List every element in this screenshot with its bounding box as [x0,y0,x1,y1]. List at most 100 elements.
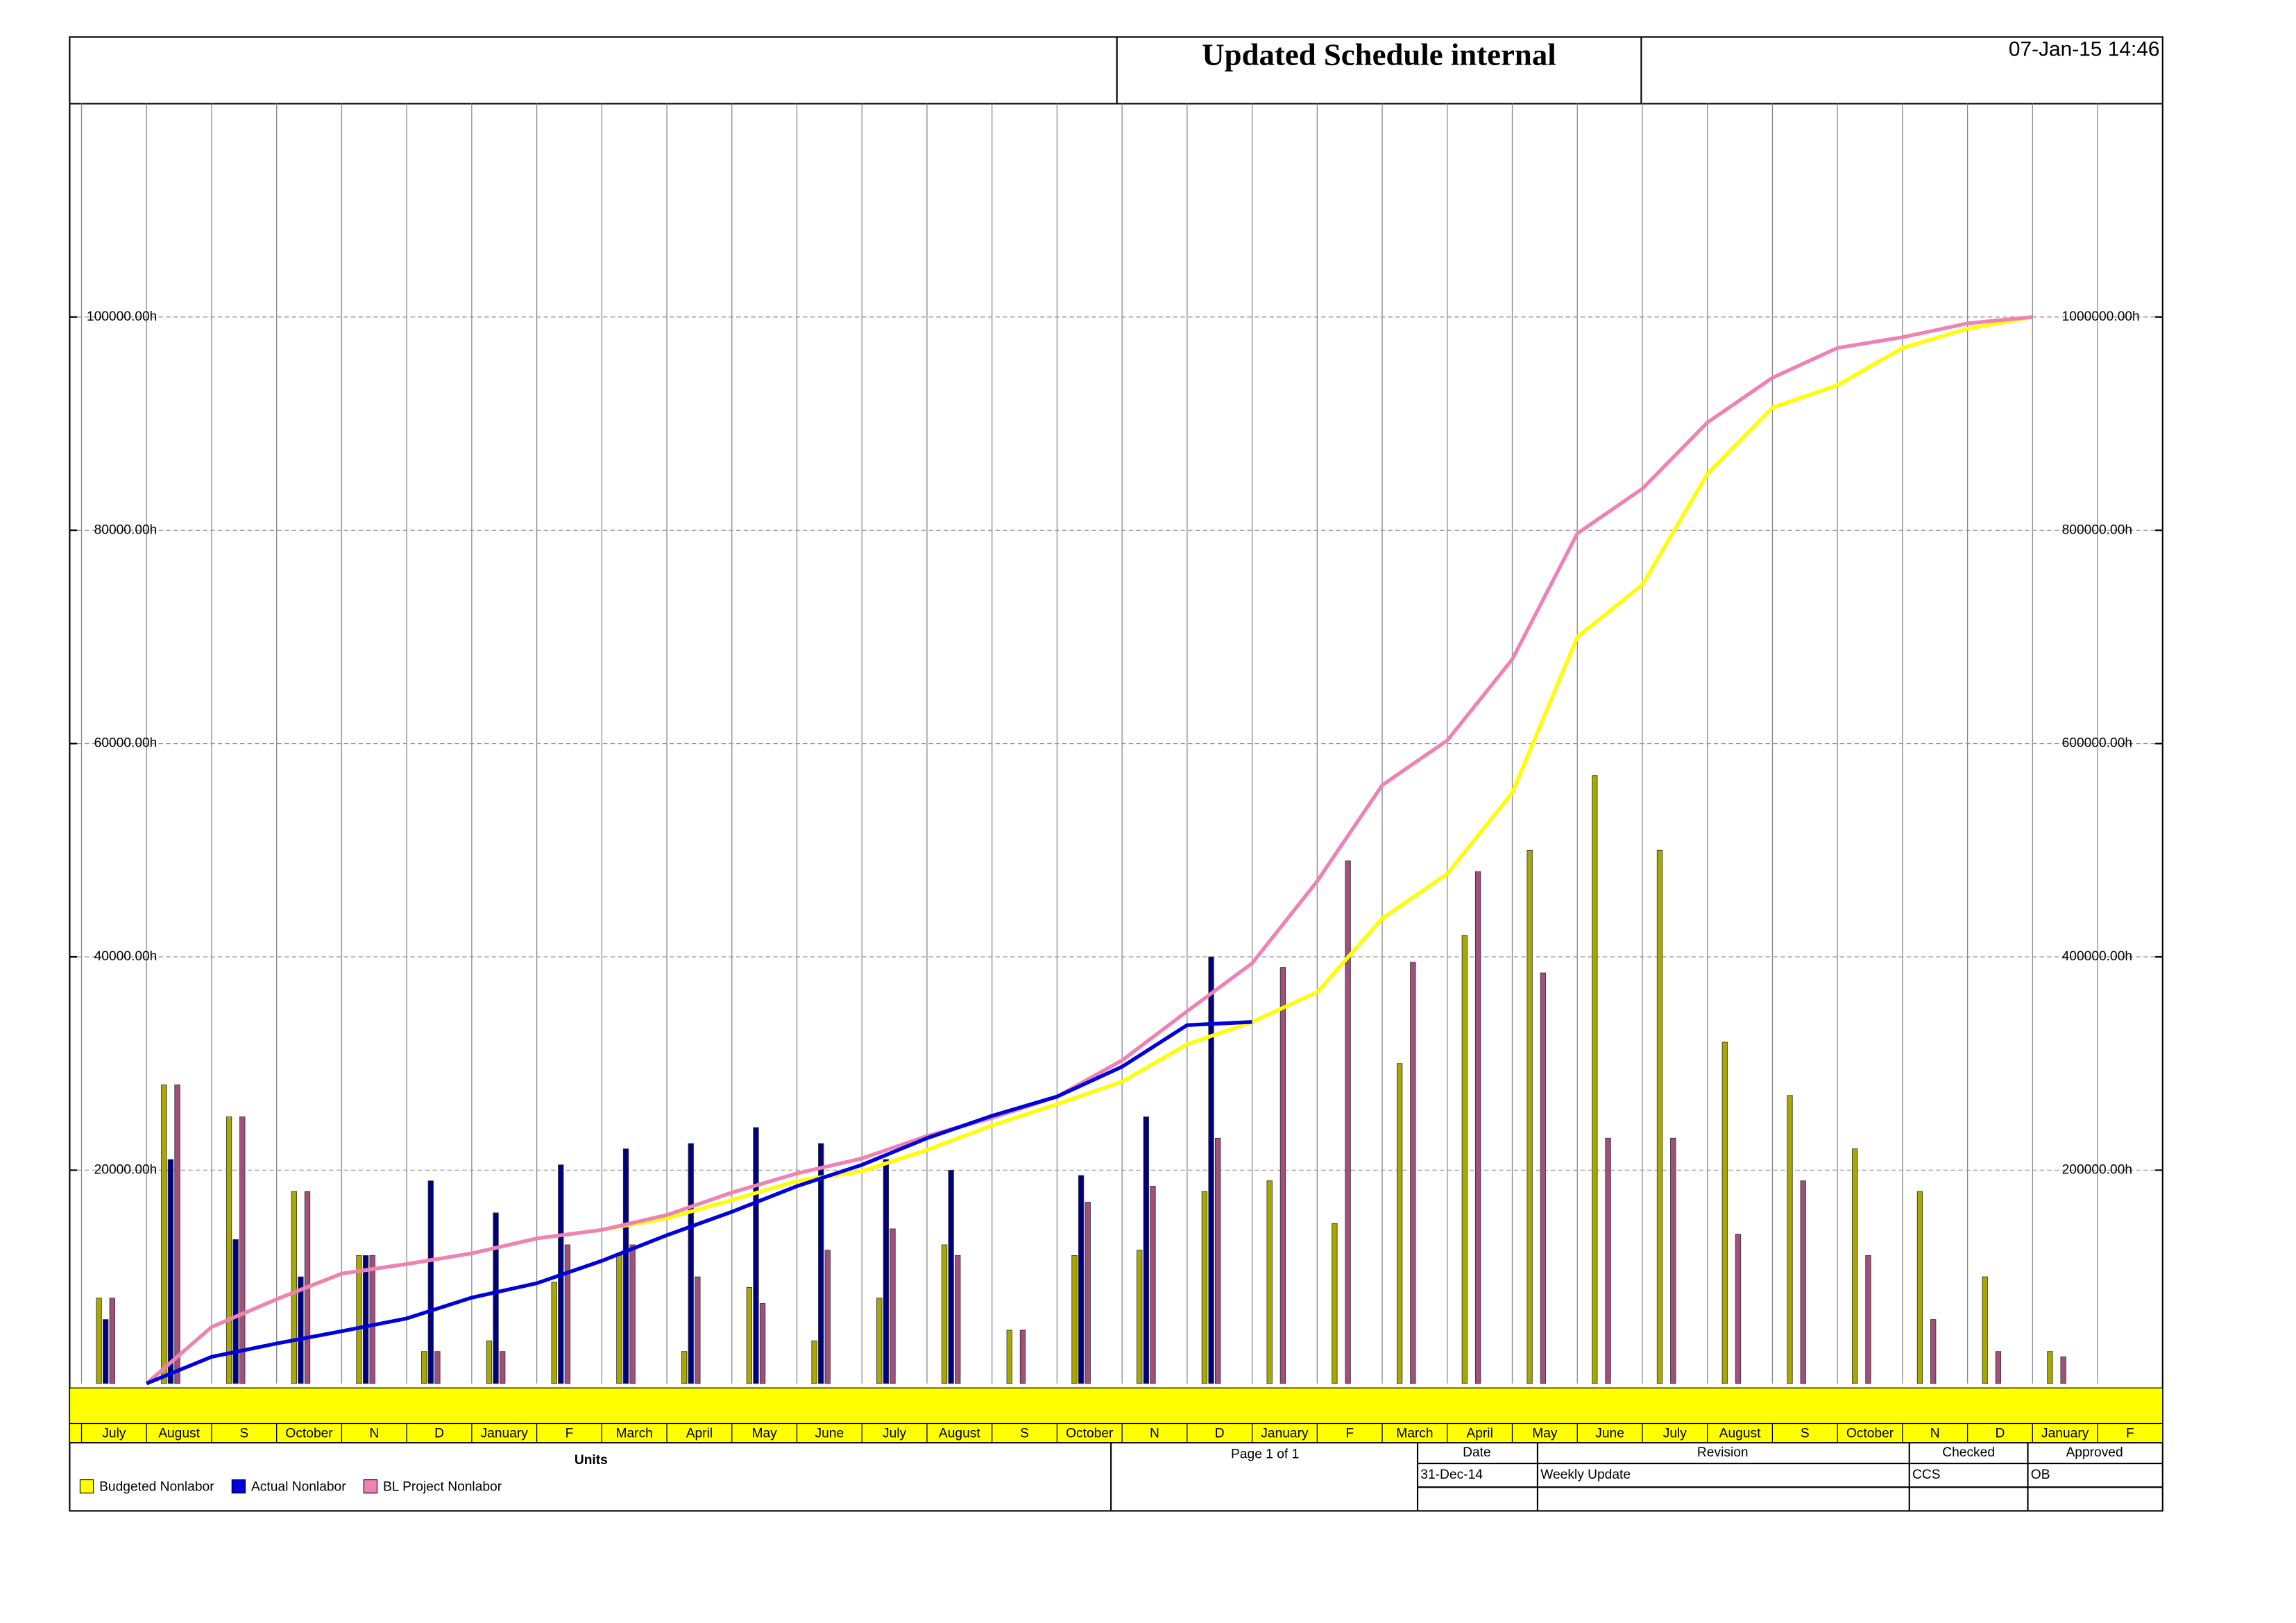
bar [2047,1351,2053,1384]
bar [493,1212,499,1384]
table-header: Approved [2066,1445,2123,1460]
legend-label: BL Project Nonlabor [383,1479,502,1494]
table-header: Revision [1697,1445,1749,1460]
table-header: Checked [1942,1445,1995,1460]
axis-band-fill [69,1387,2163,1443]
bar [1137,1250,1143,1384]
bar [486,1340,493,1384]
x-tick-label: F [566,1426,574,1441]
bar [298,1276,304,1384]
bar [174,1085,180,1384]
x-tick-label: October [1846,1426,1894,1441]
x-tick-label: May [752,1426,778,1441]
y2-tick-label: 600000.00h [2062,736,2132,751]
table-cell: CCS [1912,1468,1941,1482]
x-tick-label: June [815,1426,844,1441]
bar [1150,1186,1156,1384]
bar [1916,1191,1923,1384]
x-tick-label: F [1345,1426,1354,1441]
y-tick-label: 40000.00h [94,949,158,964]
table-cell: 31-Dec-14 [1420,1468,1483,1482]
bar [1656,849,1663,1384]
bar [1071,1255,1078,1384]
bar [1215,1137,1221,1384]
y2-tick-label: 800000.00h [2062,522,2132,537]
bar [681,1351,688,1384]
bar [1410,962,1416,1384]
bar [695,1276,701,1384]
bar [759,1303,766,1384]
bar [616,1255,622,1384]
x-tick-label: S [239,1426,248,1441]
cumulative-line [145,315,2033,1385]
x-tick-label: March [1396,1426,1433,1441]
x-tick-label: October [285,1426,333,1441]
x-tick-label: D [1996,1426,2005,1441]
bar [1787,1095,1793,1384]
bar [1540,972,1546,1384]
x-tick-label: S [1801,1426,1810,1441]
bar [1332,1223,1338,1384]
y2-tick-label: 400000.00h [2062,949,2132,964]
x-tick-label: July [102,1426,126,1441]
x-tick-label: January [481,1426,529,1441]
bar [1461,935,1468,1384]
bar [1605,1137,1611,1384]
x-tick-label: D [1215,1426,1225,1441]
bar [1019,1329,1026,1384]
legend-label: Budgeted Nonlabor [99,1479,214,1494]
bar [427,1180,434,1384]
bar [1735,1234,1742,1384]
bar [948,1169,954,1384]
table-cell: Weekly Update [1540,1468,1631,1482]
bar [941,1244,948,1384]
x-tick-label: July [1663,1426,1687,1441]
bar [1852,1148,1858,1384]
bar [1592,775,1598,1384]
y-tick-label: 20000.00h [94,1162,158,1177]
bar [955,1255,961,1384]
x-tick-label: D [434,1426,444,1441]
bar [1865,1255,1871,1384]
bar [232,1239,239,1384]
bar [226,1116,232,1384]
bar [1085,1202,1091,1384]
bar [1006,1329,1012,1384]
bar [818,1143,824,1384]
timestamp: 07-Jan-15 14:46 [2009,37,2160,60]
x-tick-label: F [2126,1426,2134,1441]
bar [109,1298,115,1384]
page-frame [69,36,2163,1512]
bar [551,1282,557,1384]
table-cell: OB [2031,1468,2050,1482]
legend-swatch [79,1479,94,1494]
bar [167,1159,174,1384]
bar [434,1351,441,1384]
x-tick-label: S [1020,1426,1029,1441]
bar [1527,849,1533,1384]
bar [1143,1116,1149,1384]
x-tick-label: April [686,1426,713,1441]
bar [356,1255,362,1384]
bar [161,1085,167,1384]
bar [239,1116,246,1384]
bar [1208,956,1214,1384]
x-tick-label: August [158,1426,200,1441]
x-tick-label: N [369,1426,379,1441]
legend-swatch [231,1479,246,1494]
bar [1474,871,1481,1384]
bar [564,1244,571,1384]
bar [811,1340,817,1384]
cumulative-line [146,1020,1252,1386]
x-tick-label: July [883,1426,907,1441]
units-label: Units [575,1453,608,1468]
x-tick-label: January [2041,1426,2089,1441]
bar [1721,1042,1728,1384]
x-tick-label: May [1532,1426,1558,1441]
bar [1345,860,1351,1384]
x-tick-label: N [1930,1426,1940,1441]
legend-label: Actual Nonlabor [251,1479,346,1494]
axis-band: July August S October N D January F March April Ma… [69,1387,2163,1443]
y-tick-label: 60000.00h [94,736,158,751]
